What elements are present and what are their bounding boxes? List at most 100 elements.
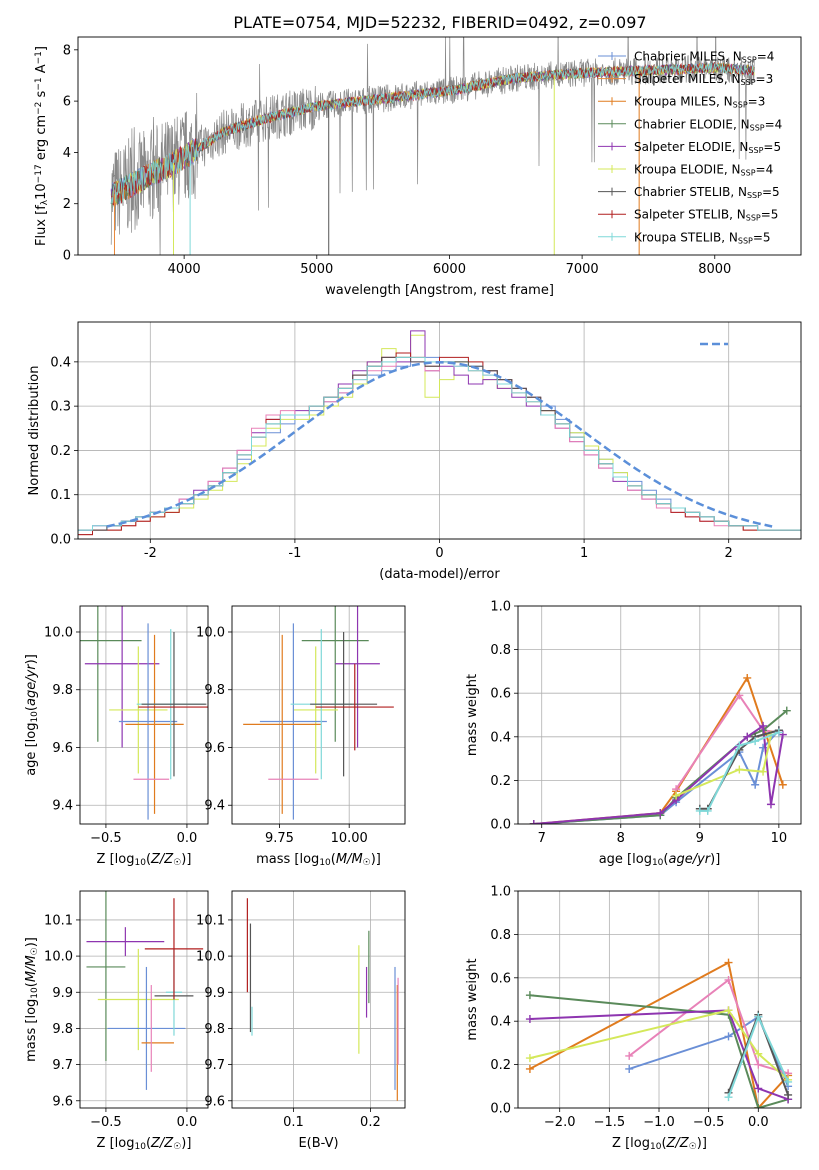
y-tick-label: 10.0 (196, 625, 225, 640)
label-part: 10 (30, 711, 40, 723)
label-part: ( (24, 982, 39, 987)
y-tick-label: 2 (63, 197, 71, 212)
label-part: −1 (34, 77, 44, 90)
label-part: Z [log (97, 852, 135, 867)
y-tick-label: 0.0 (50, 533, 71, 548)
series-marker (724, 975, 733, 984)
label-part: )] (24, 937, 39, 947)
label-part: 10 (134, 1142, 146, 1152)
axes-frame (77, 321, 802, 540)
label-part: M/M (336, 852, 363, 867)
legend-label-sub: SSP (742, 56, 757, 65)
plot-area (525, 958, 793, 1108)
y-tick-label: 9.4 (52, 799, 73, 814)
x-tick-label: 0.1 (283, 1115, 304, 1130)
label-part: mass [log (24, 999, 39, 1062)
series-marker (766, 800, 775, 809)
age-vs-mass-panel: 9.75 10.00 9.4 9.6 9.8 10.0 mass [log10(M/M☉)] (196, 605, 406, 868)
mass-vs-extinction-panel: 0.1 0.2 9.6 9.7 9.8 9.9 10.0 10.1 E(B-V) (196, 890, 406, 1151)
label-part: Z/Z (150, 852, 174, 867)
series-marker (625, 1064, 634, 1073)
label-part: )] (24, 654, 39, 664)
series-marker (735, 741, 744, 750)
y-tick-label: 10.1 (44, 913, 73, 928)
legend-label-text: Salpeter STELIB, N (634, 208, 746, 222)
x-tick-label: 0 (435, 546, 443, 561)
series-marker (774, 728, 783, 737)
y-axis-label: Flux [fλ10−17 erg cm−2 s−1 A−1] (34, 46, 50, 246)
label-part: mass weight (465, 674, 480, 756)
x-tick-label: −2.0 (544, 1115, 576, 1130)
x-axis-label: mass [log10(M/M☉)] (256, 852, 381, 868)
y-tick-label: 9.4 (204, 799, 225, 814)
x-tick-label: -1 (288, 546, 301, 561)
legend-label-sub: SSP (741, 169, 756, 178)
legend-label-text: Chabrier MILES, N (634, 50, 742, 64)
y-axis-label: Normed distribution (27, 366, 42, 496)
y-tick-label: 9.6 (204, 741, 225, 756)
y-tick-label: 10.0 (44, 625, 73, 640)
x-tick-label: 9 (696, 831, 704, 846)
label-part: ☉ (173, 858, 181, 868)
label-part: erg cm (34, 115, 49, 164)
axes-frame (79, 605, 209, 825)
series-marker (784, 1077, 793, 1086)
x-tick-label: 8 (617, 831, 625, 846)
series-marker (525, 1054, 534, 1063)
label-part: age [log (599, 852, 652, 867)
legend-label: Kroupa STELIB, NSSP=5 (634, 230, 771, 245)
mass-vs-metallicity-panel: −0.5 0.09.69.79.89.910.010.1Z [log10(Z/Z☉… (24, 890, 209, 1152)
label-part: s (34, 90, 49, 101)
label-part: )] (697, 1136, 707, 1151)
legend-label-tail: =5 (753, 230, 771, 244)
label-part: Z/Z (666, 1136, 690, 1151)
x-tick-label: 1 (580, 546, 588, 561)
x-tick-label: 8000 (698, 262, 731, 277)
series-marker (724, 1032, 733, 1041)
axes-frame (517, 605, 802, 825)
y-tick-label: 0 (63, 249, 71, 264)
plot-area (243, 606, 394, 820)
label-part: 10 (319, 858, 331, 868)
legend-label-text: Salpeter MILES, N (634, 72, 741, 86)
label-part: E(B-V) (298, 1136, 338, 1151)
series-marker (784, 1090, 793, 1099)
label-part: ] (34, 46, 49, 51)
y-axis-label: mass weight (465, 958, 480, 1040)
series-marker (754, 1012, 763, 1021)
age-vs-metallicity-panel: −0.5 0.09.49.69.810.0Z [log10(Z/Z☉)]age [… (24, 605, 209, 868)
plot-area (529, 673, 791, 824)
series-marker (529, 820, 538, 824)
mass-weight-series (529, 1009, 789, 1081)
normal-curve (106, 361, 773, 528)
series-marker (695, 806, 704, 815)
series-marker (656, 809, 665, 818)
axes-frame (231, 890, 406, 1109)
label-part: )] (710, 852, 720, 867)
legend-label: Salpeter ELODIE, NSSP=5 (634, 140, 781, 155)
y-tick-label: 0.6 (490, 687, 511, 702)
legend-label-tail: =4 (757, 50, 775, 64)
x-axis-label: E(B-V) (298, 1136, 338, 1151)
label-part: A (34, 64, 49, 77)
label-part: M/M (24, 955, 39, 982)
y-tick-label: 0.1 (50, 488, 71, 503)
mass-weight-series (533, 724, 784, 824)
label-part: mass [log (256, 852, 319, 867)
legend-label-text: Chabrier STELIB, N (634, 185, 747, 199)
x-tick-label: 5000 (300, 262, 333, 277)
y-tick-label: 4 (63, 146, 71, 161)
x-tick-label: −0.5 (693, 1115, 725, 1130)
y-tick-label: 0.3 (50, 400, 71, 415)
label-part: Z [log (97, 1136, 135, 1151)
label-part: )] (181, 852, 191, 867)
legend-label-sub: SSP (747, 191, 762, 200)
y-tick-label: 0.2 (50, 444, 71, 459)
y-tick-label: 9.8 (204, 683, 225, 698)
x-tick-label: 7000 (566, 262, 599, 277)
series-marker (754, 1049, 763, 1058)
legend-label-tail: =4 (756, 163, 774, 177)
series-marker (525, 1064, 534, 1073)
legend-label-tail: =3 (756, 72, 774, 86)
